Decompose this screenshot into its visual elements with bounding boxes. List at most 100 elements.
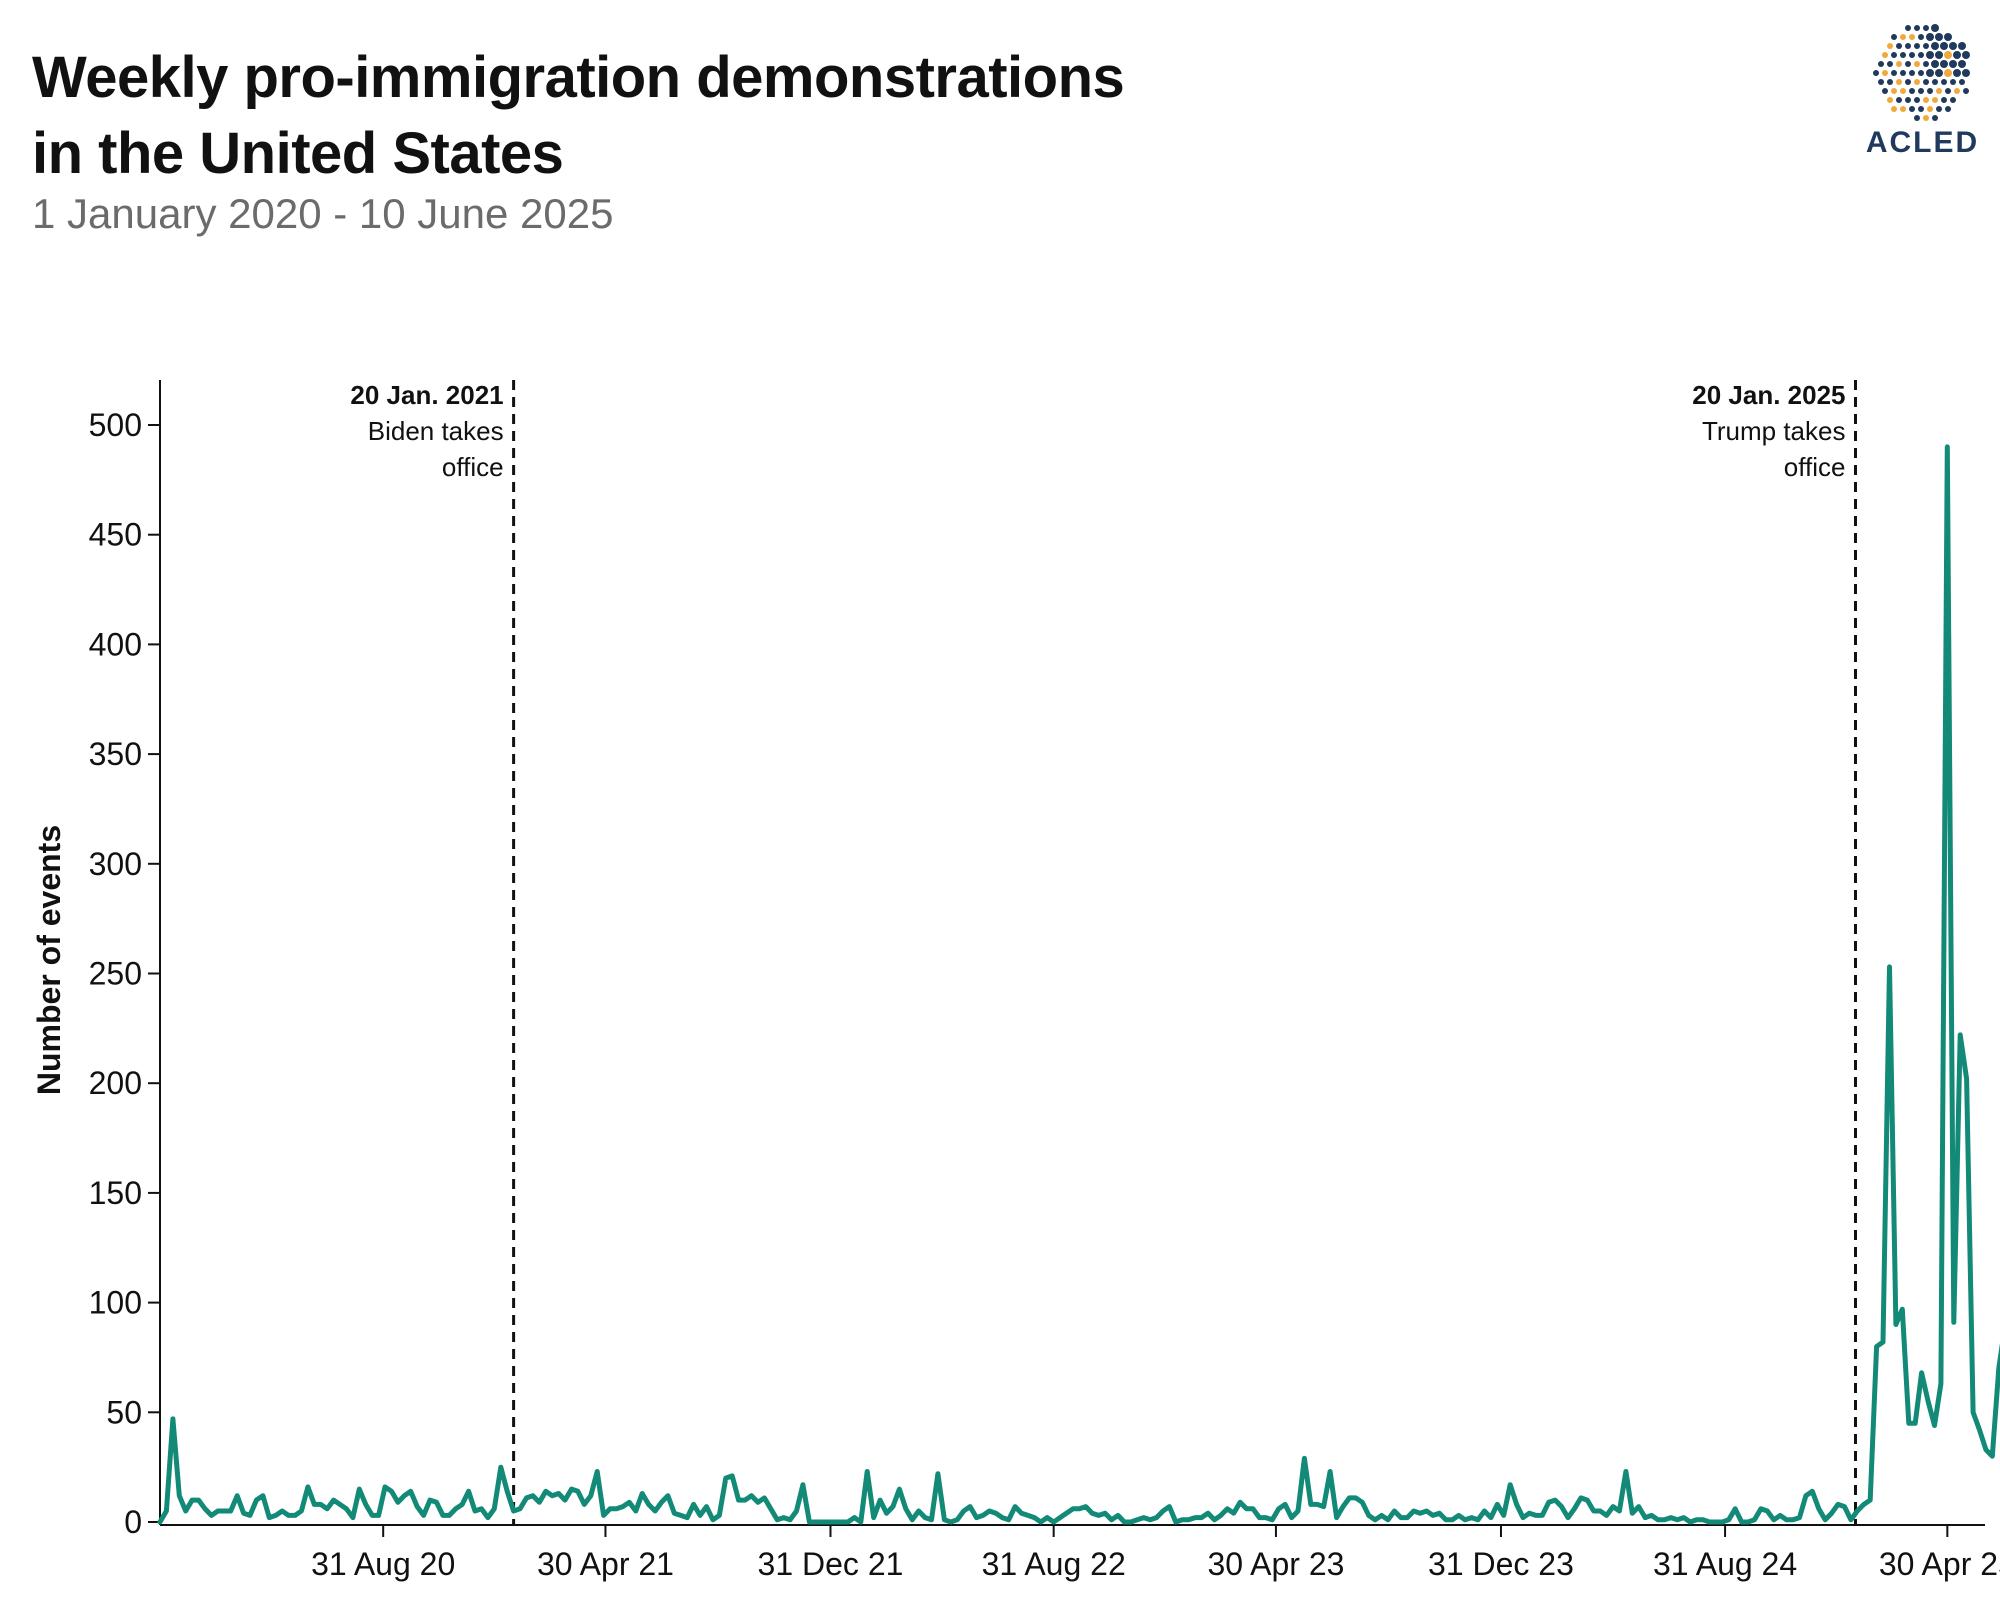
logo-dot	[1896, 79, 1902, 85]
logo-dot	[1918, 106, 1924, 112]
logo-dot	[1891, 88, 1897, 94]
annotation-text: Biden takes	[368, 416, 504, 446]
y-tick-label: 200	[89, 1065, 142, 1101]
logo-dot	[1962, 51, 1970, 59]
x-tick-label: 30 Apr 21	[537, 1546, 674, 1582]
logo-dot	[1935, 69, 1943, 77]
logo-dot	[1926, 33, 1934, 41]
logo-dot	[1909, 70, 1915, 76]
logo-dot	[1900, 88, 1906, 94]
logo-dot	[1945, 106, 1951, 112]
logo-dot	[1914, 115, 1920, 121]
logo-dot	[1909, 88, 1915, 94]
series-line	[157, 444, 2000, 1525]
acled-logo-text: ACLED	[1865, 126, 1980, 159]
logo-dot	[1935, 51, 1943, 59]
y-tick-label: 350	[89, 736, 142, 772]
chart-annotations: 20 Jan. 2021 Biden takes office 20 Jan. 202…	[350, 380, 1857, 1525]
logo-dot	[1918, 88, 1924, 94]
y-axis-title: Number of events	[31, 825, 67, 1095]
logo-dot	[1926, 51, 1934, 59]
logo-dot	[1936, 88, 1942, 94]
annotation-text: Trump takes	[1702, 416, 1846, 446]
logo-dot	[1950, 97, 1956, 103]
logo-dot	[1950, 79, 1956, 85]
annotation-date: 20 Jan. 2021	[350, 380, 503, 410]
logo-dot	[1949, 42, 1957, 50]
y-tick-label: 450	[89, 517, 142, 553]
chart-series	[157, 444, 2000, 1525]
acled-globe-icon	[1873, 24, 1970, 121]
x-tick-label: 30 Apr 23	[1207, 1546, 1344, 1582]
logo-dot	[1923, 61, 1929, 67]
chart-title-line1: Weekly pro-immigration demonstrations	[32, 45, 1125, 110]
logo-dot	[1905, 43, 1911, 49]
logo-dot	[1891, 70, 1897, 76]
chart-title-line2: in the United States	[32, 121, 564, 186]
logo-dot	[1936, 106, 1942, 112]
logo-dot	[1909, 34, 1915, 40]
logo-dot	[1900, 52, 1906, 58]
annotation-date: 20 Jan. 2025	[1692, 380, 1845, 410]
logo-dot	[1940, 60, 1948, 68]
logo-dot	[1905, 79, 1911, 85]
chart-title: Weekly pro-immigration demonstrations in…	[32, 40, 1125, 192]
logo-dot	[1923, 79, 1929, 85]
logo-dot	[1944, 33, 1952, 41]
x-tick-label: 31 Aug 20	[311, 1546, 455, 1582]
logo-dot	[1909, 106, 1915, 112]
logo-dot	[1941, 79, 1947, 85]
logo-dot	[1918, 52, 1924, 58]
logo-dot	[1905, 25, 1911, 31]
logo-dot	[1940, 42, 1948, 50]
logo-dot	[1887, 61, 1893, 67]
logo-dot	[1882, 70, 1888, 76]
logo-dot	[1962, 69, 1970, 77]
y-tick-label: 250	[89, 956, 142, 992]
chart-axes: 0 50 100 150 200 250 300 350 400 450 500 31 Aug 20 3…	[89, 380, 2000, 1582]
logo-dot	[1914, 79, 1920, 85]
logo-dot	[1944, 51, 1952, 59]
logo-dot	[1953, 69, 1961, 77]
logo-dot	[1926, 69, 1934, 77]
logo-dot	[1927, 106, 1933, 112]
x-tick-label: 31 Aug 24	[1653, 1546, 1797, 1582]
logo-dot	[1923, 115, 1929, 121]
y-tick-label: 400	[89, 626, 142, 662]
logo-dot	[1891, 106, 1897, 112]
logo-dot	[1959, 79, 1965, 85]
logo-dot	[1905, 97, 1911, 103]
logo-dot	[1882, 88, 1888, 94]
logo-dot	[1878, 61, 1884, 67]
logo-dot	[1900, 70, 1906, 76]
logo-dot	[1958, 42, 1966, 50]
logo-dot	[1949, 60, 1957, 68]
logo-dot	[1918, 70, 1924, 76]
y-tick-label: 500	[89, 407, 142, 443]
logo-dot	[1900, 106, 1906, 112]
annotation-text: office	[442, 452, 504, 482]
logo-dot	[1931, 24, 1939, 32]
logo-dot	[1896, 43, 1902, 49]
logo-dot	[1882, 52, 1888, 58]
logo-dot	[1914, 61, 1920, 67]
x-tick-label: 30 Apr 25	[1879, 1546, 2000, 1582]
logo-dot	[1887, 97, 1893, 103]
chart-subtitle: 1 January 2020 - 10 June 2025	[32, 190, 614, 237]
logo-dot	[1918, 34, 1924, 40]
y-tick-label: 300	[89, 846, 142, 882]
logo-dot	[1944, 69, 1952, 77]
x-tick-label: 31 Dec 23	[1428, 1546, 1574, 1582]
x-tick-label: 31 Dec 21	[758, 1546, 904, 1582]
logo-dot	[1935, 33, 1943, 41]
logo-dot	[1963, 88, 1969, 94]
logo-dot	[1923, 43, 1929, 49]
logo-dot	[1896, 97, 1902, 103]
logo-dot	[1941, 97, 1947, 103]
y-tick-label: 50	[106, 1394, 142, 1430]
logo-dot	[1931, 60, 1939, 68]
logo-dot	[1887, 43, 1893, 49]
logo-dot	[1900, 34, 1906, 40]
logo-dot	[1932, 79, 1938, 85]
